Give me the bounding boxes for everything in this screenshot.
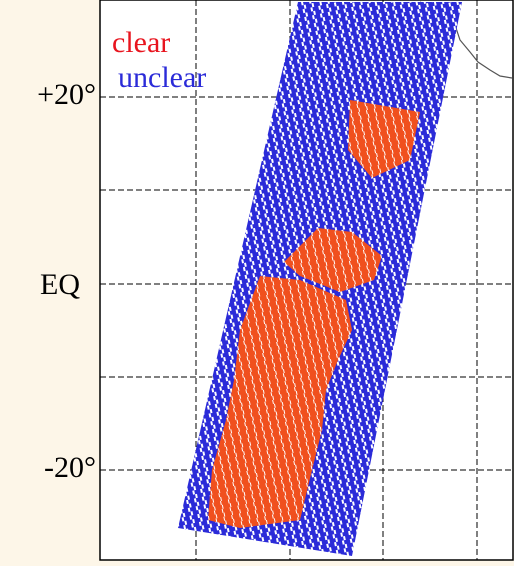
- latitude-label: +20°: [37, 78, 96, 111]
- legend-unclear: unclear: [118, 61, 206, 94]
- legend-clear: clear: [112, 26, 170, 59]
- latitude-label: EQ: [40, 268, 80, 301]
- clear-regions: [208, 100, 420, 528]
- latitude-label: -20°: [44, 451, 96, 484]
